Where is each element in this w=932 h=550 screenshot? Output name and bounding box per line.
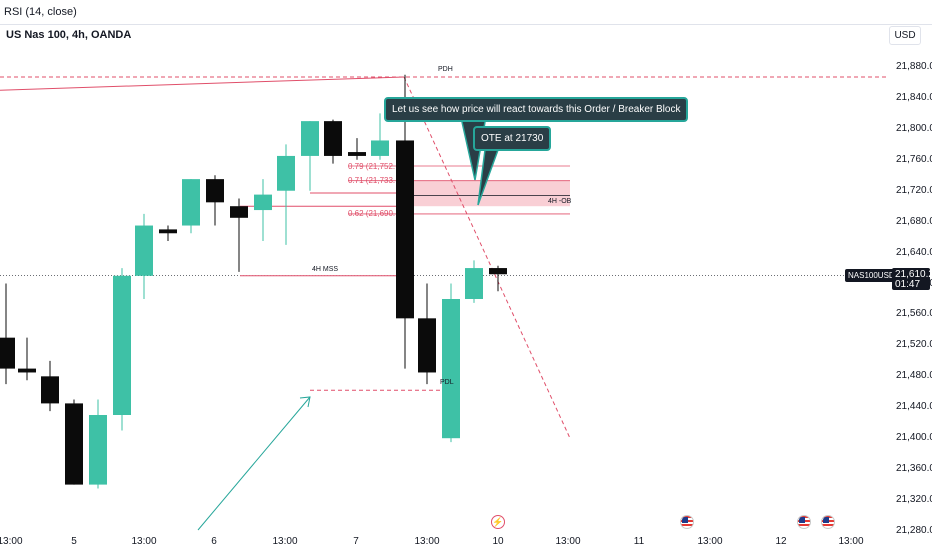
time-tick-label: 5 (71, 536, 77, 547)
price-tick-label: 21,880.0 (896, 61, 932, 72)
candle-body (230, 206, 248, 218)
price-tick-label: 21,720.0 (896, 184, 932, 196)
price-tick-label: 21,480.0 (896, 370, 932, 382)
time-tick-label: 13:00 (697, 536, 723, 547)
annotation-callout-ote[interactable]: OTE at 21730 (473, 126, 552, 151)
price-tick-label: 21,280.0 (896, 525, 932, 536)
symbol-title[interactable]: US Nas 100, 4h, OANDA (6, 29, 132, 41)
candle-body (465, 268, 483, 299)
mss-label: 4H MSS (312, 266, 339, 273)
candle-body (277, 155, 295, 191)
pdl-label: PDL (440, 379, 454, 386)
us-flag-event-icon[interactable] (797, 515, 811, 529)
last-price-badge: 21,610.2 01:47 (892, 268, 932, 290)
trend-arrow (197, 396, 311, 531)
rsi-indicator-label[interactable]: RSI (14, close) (4, 6, 77, 18)
candle-body (159, 229, 177, 234)
candle-body (182, 179, 200, 226)
time-tick-label: 13:00 (272, 536, 298, 547)
time-tick-label: 10 (492, 536, 504, 547)
candle-body (206, 179, 224, 203)
candle-body (65, 403, 83, 485)
us-flag-event-icon[interactable] (680, 515, 694, 529)
candle-body (18, 368, 36, 373)
time-tick-label: 7 (353, 536, 359, 547)
time-tick-label: 11 (633, 536, 645, 547)
time-tick-label: 13:00 (414, 536, 440, 547)
projection-line (403, 76, 571, 439)
bar-countdown: 01:47 (895, 279, 921, 290)
candle-body (371, 140, 389, 156)
candle-body (89, 415, 107, 485)
candle-body (489, 268, 507, 275)
price-tick-label: 21,800.0 (896, 122, 932, 134)
fib-level-079: 0.79 (21,752. (348, 162, 396, 171)
price-tick-label: 21,440.0 (896, 401, 932, 413)
candlestick-chart[interactable] (0, 0, 888, 550)
candle-body (0, 337, 15, 369)
candle-body (442, 299, 460, 439)
trend-line (0, 76, 405, 91)
callout-pointer (477, 149, 499, 206)
symbol-price-tag: NAS100USD (845, 269, 898, 282)
candle-body (301, 121, 319, 156)
candle-body (396, 140, 414, 319)
price-tick-label: 21,360.0 (896, 463, 932, 475)
candle-body (324, 121, 342, 156)
time-tick-label: 6 (211, 536, 217, 547)
price-tick-label: 21,560.0 (896, 308, 932, 320)
pdh-label: PDH (438, 66, 453, 73)
price-axis[interactable]: 21,880.0 21,840.0 21,800.0 21,760.0 21,720.0… (888, 48, 932, 550)
price-tick-label: 21,400.0 (896, 432, 932, 444)
currency-button[interactable]: USD (889, 26, 921, 45)
candle-body (254, 194, 272, 211)
time-tick-label: 12 (775, 536, 787, 547)
time-tick-label: 13:00 (0, 536, 23, 547)
fib-level-071: 0.71 (21,733. (348, 176, 396, 185)
price-tick-label: 21,640.0 (896, 246, 932, 258)
time-tick-label: 13:00 (131, 536, 157, 547)
price-tick-label: 21,760.0 (896, 153, 932, 165)
price-tick-label: 21,520.0 (896, 339, 932, 351)
candle-body (41, 376, 59, 404)
indicator-pane-header: RSI (14, close) (0, 0, 932, 25)
price-tick-label: 21,840.0 (896, 91, 932, 103)
price-tick-label: 21,680.0 (896, 215, 932, 227)
last-price: 21,610.2 (895, 269, 932, 280)
time-tick-label: 13:00 (555, 536, 581, 547)
candle-body (113, 275, 131, 415)
candle-body (418, 318, 436, 373)
candle-body (348, 152, 366, 156)
arrowhead (299, 396, 311, 408)
us-flag-event-icon[interactable] (821, 515, 835, 529)
annotation-callout-order-block[interactable]: Let us see how price will react towards … (384, 97, 689, 122)
order-block-label: 4H -OB (548, 198, 572, 205)
candle-body (135, 225, 153, 276)
price-tick-label: 21,320.0 (896, 494, 932, 506)
fib-level-062: 0.62 (21,690. (348, 209, 396, 218)
lightning-event-icon[interactable]: ⚡ (491, 515, 505, 529)
time-tick-label: 13:00 (838, 536, 864, 547)
